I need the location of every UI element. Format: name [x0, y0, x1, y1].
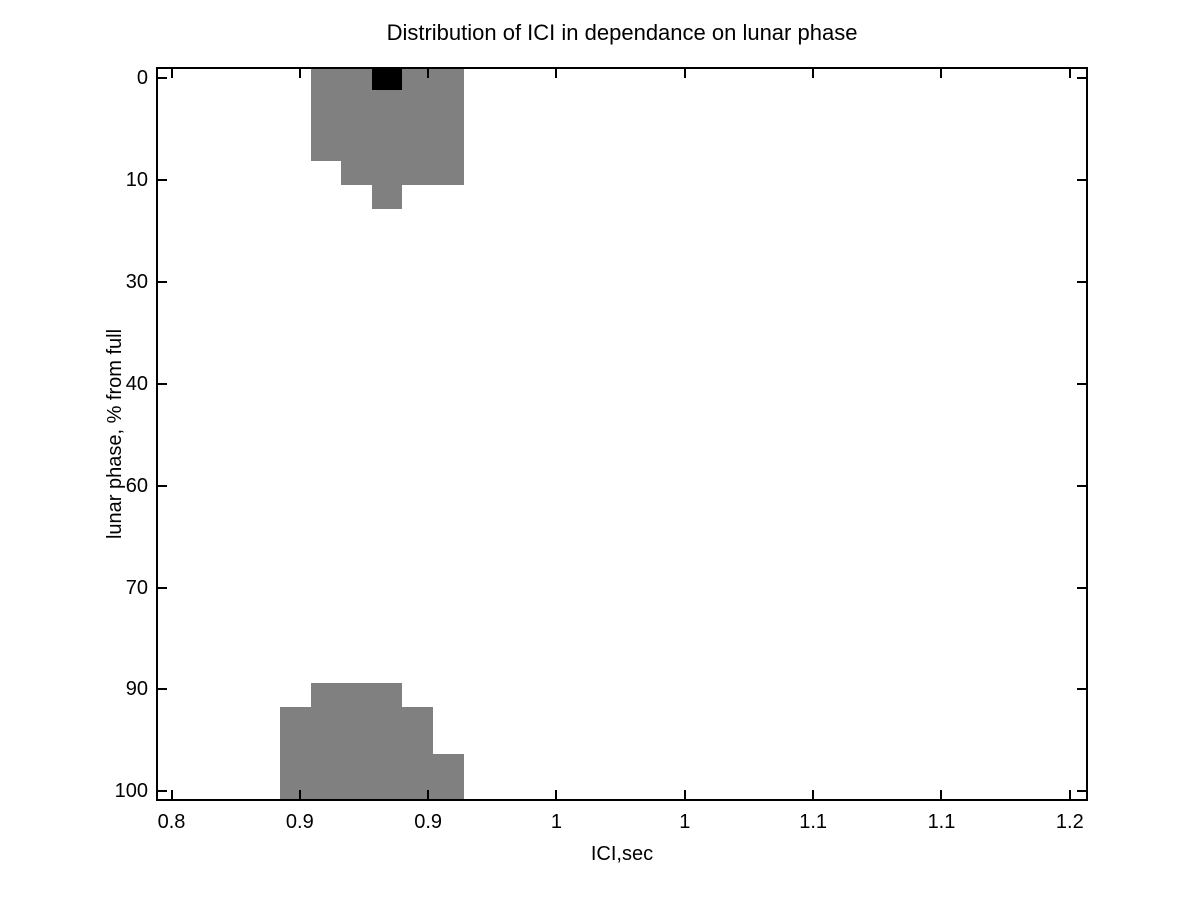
heatmap-cell — [280, 753, 464, 799]
x-tick-label: 1.1 — [927, 811, 956, 833]
x-tick-label: 1.2 — [1055, 811, 1084, 833]
x-tick-mark-top — [427, 69, 430, 78]
heatmap-cell — [341, 161, 464, 185]
y-tick-mark-left — [158, 280, 167, 283]
x-tick-mark-top — [812, 69, 815, 78]
heatmap-cell — [280, 706, 433, 754]
y-axis-label: lunar phase, % from full — [104, 328, 126, 540]
y-tick-label: 90 — [125, 678, 148, 701]
x-tick-mark-top — [1068, 69, 1071, 78]
x-tick-mark-top — [555, 69, 558, 78]
y-tick-mark-right — [1077, 790, 1086, 793]
y-tick-label: 40 — [125, 372, 148, 395]
chart-title: Distribution of ICI in dependance on lun… — [386, 20, 858, 45]
x-tick-mark-top — [170, 69, 173, 78]
y-tick-mark-left — [158, 790, 167, 793]
y-tick-mark-left — [158, 382, 167, 385]
x-tick-mark-top — [940, 69, 943, 78]
x-tick-label: 1 — [679, 811, 691, 833]
x-tick-label: 1 — [550, 811, 563, 833]
y-tick-mark-right — [1077, 688, 1086, 691]
x-tick-mark-bottom — [940, 790, 943, 799]
x-tick-mark-bottom — [1068, 790, 1071, 799]
y-tick-label: 30 — [125, 270, 148, 293]
x-tick-mark-bottom — [427, 790, 430, 799]
y-tick-label: 10 — [125, 169, 148, 192]
y-tick-mark-left — [158, 586, 167, 589]
y-tick-mark-left — [158, 688, 167, 691]
x-tick-mark-bottom — [298, 790, 301, 799]
x-tick-label: 0.9 — [414, 811, 443, 833]
x-tick-mark-top — [298, 69, 301, 78]
x-tick-label: 1.1 — [799, 811, 828, 833]
x-tick-mark-bottom — [812, 790, 815, 799]
heatmap-cell — [310, 683, 403, 707]
heatmap-cell — [371, 184, 403, 209]
y-tick-label: 60 — [125, 474, 148, 497]
y-tick-mark-right — [1077, 382, 1086, 385]
x-tick-label: 0.8 — [157, 811, 186, 833]
y-tick-label: 0 — [136, 67, 148, 90]
y-tick-mark-right — [1077, 280, 1086, 283]
y-tick-mark-right — [1077, 586, 1086, 589]
x-tick-label: 0.9 — [285, 811, 314, 833]
plot-box — [156, 67, 1088, 801]
x-tick-mark-top — [683, 69, 686, 78]
y-tick-mark-right — [1077, 77, 1086, 80]
y-tick-mark-left — [158, 179, 167, 182]
y-tick-label: 70 — [125, 576, 148, 599]
x-tick-mark-bottom — [170, 790, 173, 799]
y-tick-mark-right — [1077, 179, 1086, 182]
y-tick-mark-left — [158, 77, 167, 80]
y-tick-label: 100 — [114, 780, 148, 803]
heatmap-cell-peak — [371, 69, 403, 91]
y-tick-mark-left — [158, 484, 167, 487]
x-tick-mark-bottom — [683, 790, 686, 799]
y-tick-mark-right — [1077, 484, 1086, 487]
x-tick-mark-bottom — [555, 790, 558, 799]
x-axis-label: ICI,sec — [590, 843, 654, 865]
